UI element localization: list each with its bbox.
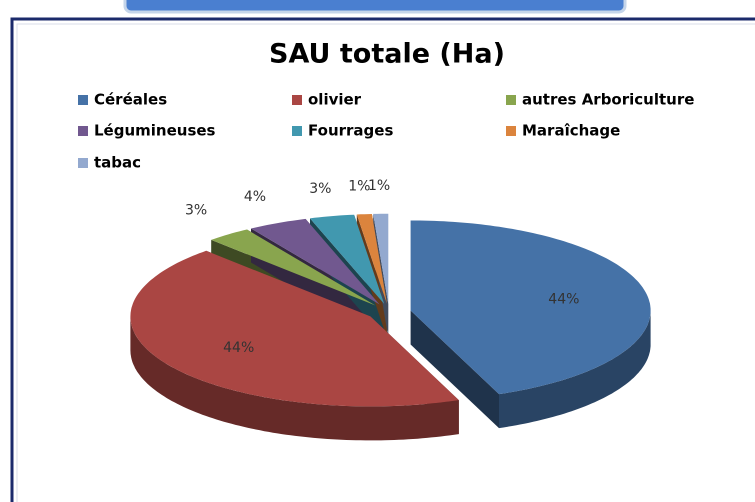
slice: [211, 229, 376, 306]
legend-label: Légumineuses: [94, 122, 216, 140]
legend-swatch: [292, 126, 302, 136]
data-label: 4%: [244, 189, 266, 205]
top-tab: [123, 0, 627, 14]
slice: [410, 220, 651, 395]
legend-swatch: [506, 126, 516, 136]
legend-label: Maraîchage: [522, 122, 620, 140]
pie-labels: 44% 44% 3% 4% 3% 1%1%: [185, 178, 579, 356]
slice-wall: [410, 310, 499, 429]
legend-swatch: [78, 95, 88, 105]
data-label: 1%: [348, 178, 370, 194]
legend-swatch: [78, 158, 88, 168]
data-label: 3%: [309, 181, 331, 197]
data-label: 1%: [368, 178, 390, 194]
slice: [130, 250, 459, 407]
slice-side: [130, 316, 459, 441]
slice: [251, 218, 380, 305]
slice: [373, 213, 389, 304]
data-label: 44%: [548, 291, 579, 307]
slice-side: [499, 310, 651, 429]
pie-tops: [130, 213, 651, 407]
legend-label: autres Arboriculture: [522, 91, 694, 109]
slice: [356, 214, 387, 304]
data-label: 3%: [185, 203, 207, 219]
legend-label: tabac: [94, 154, 141, 172]
legend-label: Fourrages: [308, 122, 393, 140]
frame-inner: [16, 23, 755, 502]
data-label: 44%: [223, 340, 254, 356]
legend-swatch: [506, 95, 516, 105]
legend-swatch: [78, 126, 88, 136]
chart-title: SAU totale (Ha): [269, 39, 505, 70]
legend-label: Céréales: [94, 91, 167, 109]
legend-swatch: [292, 95, 302, 105]
slice: [310, 214, 385, 304]
legend-label: olivier: [308, 91, 362, 109]
